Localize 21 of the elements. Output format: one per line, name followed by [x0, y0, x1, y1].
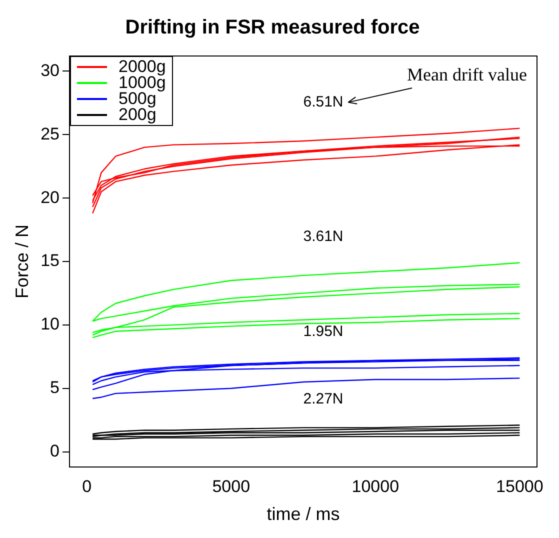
y-tick-label: 20 — [40, 188, 60, 207]
y-tick-label: 5 — [50, 378, 60, 398]
x-tick-label: 15000 — [496, 476, 544, 496]
legend-label: 500g — [118, 89, 156, 108]
annotation: 6.51N — [303, 93, 344, 110]
legend-label: 2000g — [118, 57, 166, 76]
y-axis-title: Force / N — [12, 224, 32, 299]
x-tick-label: 0 — [82, 476, 92, 496]
y-tick-label: 30 — [40, 60, 60, 80]
chart-title: Drifting in FSR measured force — [125, 16, 420, 39]
y-tick-label: 25 — [40, 124, 60, 144]
y-tick-label: 15 — [40, 251, 60, 270]
x-tick-label: 5000 — [212, 476, 250, 496]
annotation: 2.27N — [303, 390, 344, 408]
annotation: 1.95N — [303, 323, 344, 340]
x-tick-label: 10000 — [352, 476, 400, 496]
annotation: 3.61N — [303, 228, 344, 245]
x-axis-title: time / ms — [266, 504, 340, 524]
y-tick-label: 10 — [40, 314, 60, 334]
y-tick-label: 0 — [50, 441, 60, 460]
annotation: Mean drift value — [407, 64, 528, 85]
